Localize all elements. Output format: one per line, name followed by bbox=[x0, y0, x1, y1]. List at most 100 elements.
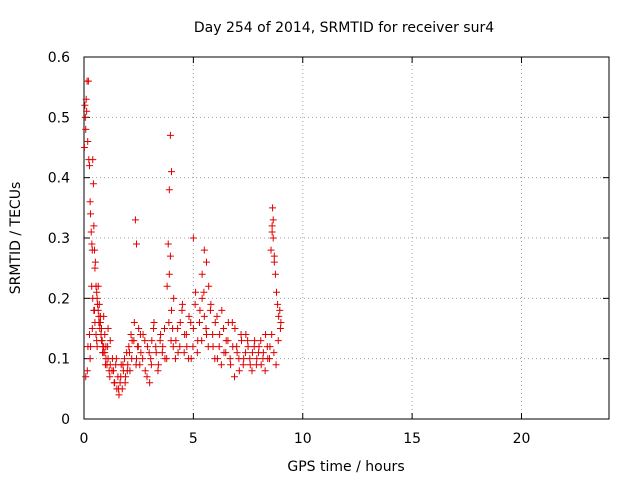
data-point bbox=[82, 373, 90, 381]
data-point bbox=[257, 337, 265, 345]
data-point bbox=[86, 355, 94, 363]
data-point bbox=[135, 325, 143, 332]
data-point bbox=[235, 355, 243, 363]
data-point bbox=[91, 246, 98, 254]
data-point bbox=[154, 361, 162, 369]
data-point bbox=[204, 343, 212, 351]
data-point bbox=[248, 367, 256, 375]
data-point bbox=[224, 337, 232, 345]
data-point bbox=[94, 282, 102, 290]
data-point bbox=[261, 367, 269, 375]
data-point bbox=[87, 228, 95, 236]
data-point bbox=[222, 349, 230, 357]
chart-title: Day 254 of 2014, SRMTID for receiver sur… bbox=[194, 20, 494, 36]
data-point bbox=[200, 246, 208, 254]
data-point bbox=[198, 270, 206, 278]
data-point bbox=[166, 252, 174, 260]
data-point bbox=[152, 349, 160, 357]
data-point bbox=[95, 300, 103, 308]
data-point bbox=[104, 343, 112, 351]
data-point bbox=[220, 325, 228, 332]
data-point bbox=[209, 331, 217, 339]
data-point bbox=[198, 337, 206, 345]
data-point bbox=[88, 325, 96, 332]
data-point bbox=[164, 240, 172, 248]
data-point bbox=[207, 300, 215, 308]
data-point bbox=[266, 355, 273, 363]
data-point bbox=[193, 349, 201, 357]
data-point bbox=[161, 325, 168, 332]
data-point bbox=[104, 325, 112, 332]
data-point bbox=[270, 252, 278, 260]
data-point bbox=[170, 294, 178, 302]
data-point bbox=[85, 162, 93, 170]
data-point bbox=[262, 331, 270, 339]
data-point bbox=[89, 180, 97, 188]
data-point bbox=[244, 343, 252, 351]
data-point bbox=[233, 349, 241, 357]
data-point bbox=[165, 318, 173, 326]
x-axis-label: GPS time / hours bbox=[287, 459, 404, 475]
y-tick-label: 0.4 bbox=[48, 171, 70, 187]
data-point bbox=[271, 270, 279, 278]
data-point bbox=[119, 361, 127, 369]
data-point bbox=[226, 355, 234, 363]
data-point bbox=[80, 144, 88, 151]
data-point bbox=[130, 318, 138, 326]
data-point bbox=[198, 294, 206, 302]
data-point bbox=[89, 294, 97, 302]
scatter-points bbox=[80, 77, 285, 399]
data-point bbox=[83, 107, 91, 115]
data-point bbox=[156, 337, 164, 345]
data-point bbox=[158, 349, 166, 357]
data-point bbox=[136, 331, 144, 339]
data-point bbox=[115, 385, 123, 393]
data-point bbox=[139, 355, 147, 363]
data-point bbox=[115, 391, 123, 399]
data-point bbox=[130, 337, 138, 345]
data-point bbox=[189, 343, 197, 351]
data-point bbox=[87, 210, 95, 218]
data-point bbox=[97, 331, 105, 339]
data-point bbox=[81, 101, 89, 109]
data-point bbox=[168, 306, 175, 314]
data-point bbox=[110, 379, 118, 387]
data-point bbox=[269, 216, 277, 224]
data-point bbox=[84, 343, 92, 351]
data-point bbox=[227, 361, 235, 369]
data-point bbox=[268, 222, 276, 230]
data-point bbox=[192, 288, 200, 296]
data-point bbox=[268, 331, 276, 339]
data-point bbox=[189, 325, 197, 332]
data-point bbox=[248, 349, 256, 357]
data-point bbox=[147, 355, 155, 363]
data-point bbox=[133, 240, 140, 248]
data-point bbox=[128, 355, 136, 363]
data-point bbox=[277, 318, 285, 326]
data-point bbox=[246, 361, 254, 369]
data-point bbox=[120, 355, 128, 363]
y-tick-label: 0.6 bbox=[48, 50, 70, 66]
data-point bbox=[252, 361, 260, 369]
data-point bbox=[185, 312, 193, 320]
grid bbox=[84, 57, 609, 419]
data-point bbox=[125, 343, 133, 351]
data-point bbox=[231, 325, 239, 332]
data-point bbox=[244, 337, 252, 345]
data-point bbox=[241, 349, 249, 357]
y-tick-label: 0.3 bbox=[48, 231, 70, 247]
data-point bbox=[91, 306, 98, 314]
data-point bbox=[112, 355, 120, 363]
data-point bbox=[82, 95, 90, 103]
data-point bbox=[131, 216, 139, 224]
data-point bbox=[93, 288, 101, 296]
data-point bbox=[213, 312, 221, 320]
data-point bbox=[171, 355, 179, 363]
data-point bbox=[274, 337, 282, 345]
data-point bbox=[143, 343, 151, 351]
plot-frame bbox=[83, 56, 610, 420]
data-point bbox=[167, 337, 175, 345]
data-point bbox=[163, 282, 171, 290]
data-point bbox=[152, 343, 160, 351]
data-point bbox=[268, 228, 276, 236]
